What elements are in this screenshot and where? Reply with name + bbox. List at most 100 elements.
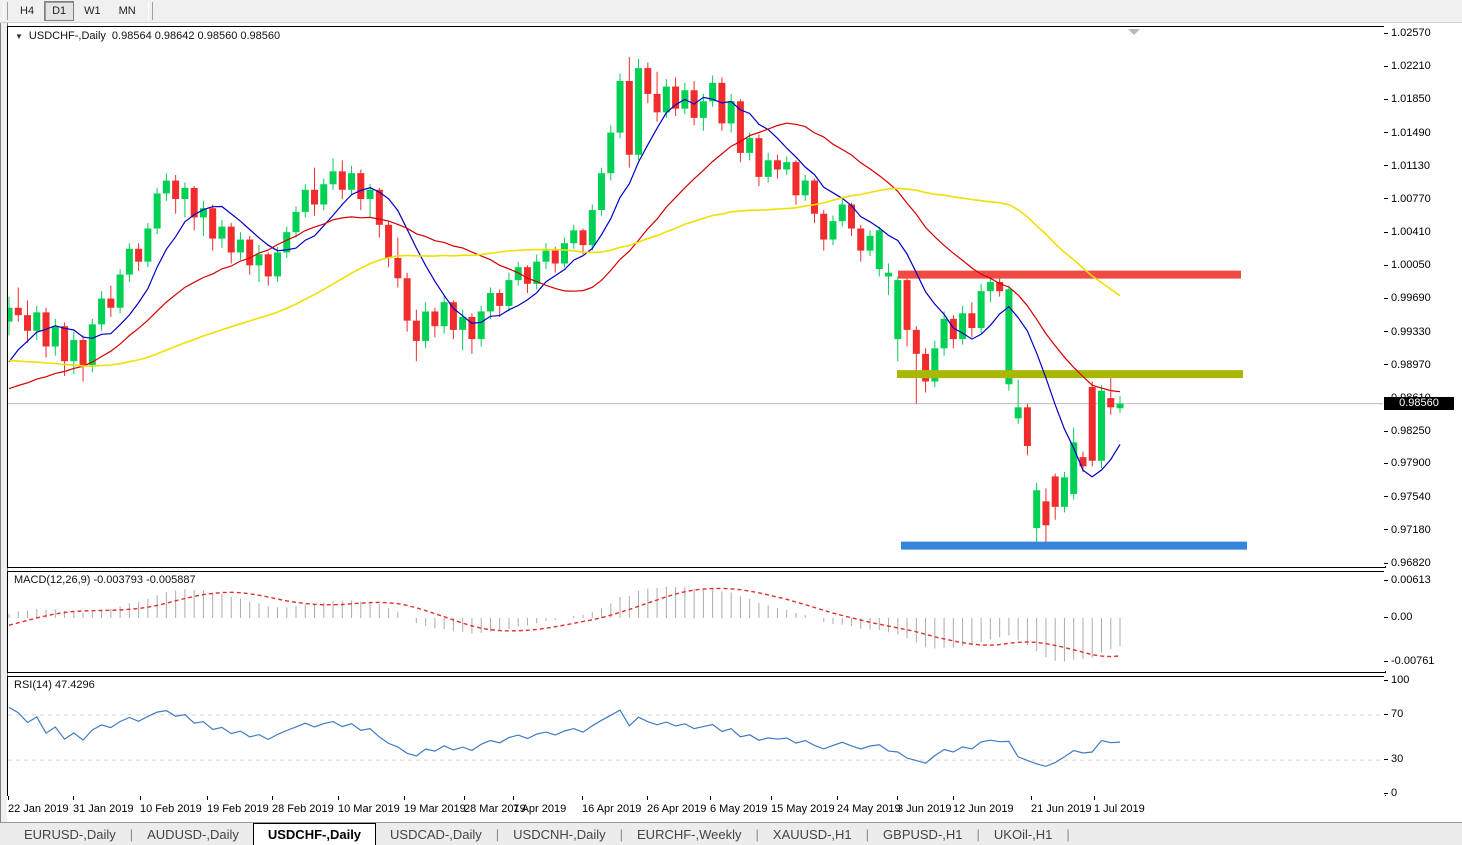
- price-axis[interactable]: 1.02570 1.02210 1.01850 1.01490 1.01130 1.007…: [1384, 26, 1462, 569]
- timeframe-button-d1[interactable]: D1: [44, 1, 75, 21]
- date-tick-label: 21 Jun 2019: [1031, 803, 1092, 815]
- date-tick-mark: [953, 796, 954, 800]
- chart-tab-usdcad-daily[interactable]: USDCAD-,Daily: [390, 827, 482, 842]
- macd-panel[interactable]: MACD(12,26,9) -0.003793 -0.005887: [7, 571, 1386, 673]
- chart-tab-eurchf-weekly[interactable]: EURCHF-,Weekly: [637, 827, 742, 842]
- tab-separator: |: [976, 827, 980, 842]
- date-tick-label: 24 May 2019: [837, 803, 901, 815]
- chart-title: ▼ USDCHF-,Daily 0.98564 0.98642 0.98560 …: [15, 30, 280, 42]
- shift-marker-icon[interactable]: [1128, 29, 1140, 35]
- chart-tab-bar: EURUSD-,Daily | AUDUSD-,Daily USDCHF-,Daily…: [0, 822, 1462, 845]
- chart-tab-audusd-daily[interactable]: AUDUSD-,Daily: [147, 827, 239, 842]
- price-tick: 1.00770: [1384, 193, 1462, 205]
- date-tick-mark: [404, 796, 405, 800]
- macd-signal-line: [8, 587, 1121, 658]
- date-tick-label: 6 May 2019: [710, 803, 768, 815]
- price-tick: 1.01490: [1384, 127, 1462, 139]
- timeframe-button-h4[interactable]: H4: [20, 5, 35, 17]
- date-tick-mark: [464, 796, 465, 800]
- price-tick: 0.99690: [1384, 292, 1462, 304]
- price-tick: 1.02210: [1384, 60, 1462, 72]
- date-tick-label: 3 Jun 2019: [897, 803, 952, 815]
- rsi-line: [8, 706, 1121, 767]
- macd-tick: -0.00761: [1384, 655, 1462, 667]
- rsi-axis[interactable]: 100 70 30 0: [1384, 674, 1462, 799]
- price-chart-panel[interactable]: ▼ USDCHF-,Daily 0.98564 0.98642 0.98560 …: [7, 26, 1386, 568]
- date-tick-mark: [771, 796, 772, 800]
- rsi-label: RSI(14) 47.4296: [14, 679, 95, 691]
- price-tick: 0.98970: [1384, 359, 1462, 371]
- timeframe-button-mn[interactable]: MN: [118, 5, 136, 17]
- date-tick-label: 16 Apr 2019: [582, 803, 642, 815]
- chart-tab-usdcnh-daily[interactable]: USDCNH-,Daily: [513, 827, 606, 842]
- macd-axis[interactable]: 0.00613 0.00 -0.00761: [1384, 571, 1462, 671]
- chart-ohlc-values: 0.98564 0.98642 0.98560 0.98560: [111, 30, 281, 42]
- macd-label: MACD(12,26,9) -0.003793 -0.005887: [14, 574, 196, 586]
- tab-separator: |: [495, 827, 500, 842]
- date-tick-mark: [272, 796, 273, 800]
- candles: [8, 57, 1124, 549]
- macd-histogram: [8, 586, 1121, 662]
- rsi-tick: 100: [1384, 674, 1462, 686]
- candlestick-chart[interactable]: [8, 27, 1383, 565]
- date-tick-label: 19 Mar 2019: [404, 803, 466, 815]
- moving-average-fast: [8, 96, 1121, 478]
- macd-plot: [8, 586, 1121, 662]
- date-tick-label: 28 Feb 2019: [272, 803, 334, 815]
- chart-tab-usdchf-daily[interactable]: USDCHF-,Daily: [252, 823, 377, 845]
- moving-average-mid: [8, 122, 1121, 393]
- date-tick-label: 12 Jun 2019: [953, 803, 1014, 815]
- date-tick-mark: [582, 796, 583, 800]
- rsi-panel[interactable]: RSI(14) 47.4296: [7, 676, 1386, 797]
- chart-symbol-label: USDCHF-,Daily: [28, 30, 106, 42]
- date-tick-mark: [1031, 796, 1032, 800]
- chart-tab-ukoil-h1[interactable]: UKOil-,H1: [993, 827, 1053, 842]
- date-tick-label: 15 May 2019: [771, 803, 835, 815]
- tab-separator: |: [755, 827, 759, 842]
- date-tick-label: 22 Jan 2019: [8, 803, 69, 815]
- date-tick-mark: [647, 796, 648, 800]
- rsi-plot: [8, 706, 1383, 767]
- date-tick-label: 28 Mar 2019: [464, 803, 526, 815]
- tab-separator: |: [1066, 827, 1070, 842]
- chart-tab-xauusd-h1[interactable]: XAUUSD-,H1: [772, 827, 852, 842]
- chart-collapse-icon[interactable]: ▼: [15, 31, 23, 41]
- price-tick: 1.01130: [1384, 160, 1462, 172]
- toolbar-separator: [147, 2, 153, 20]
- price-tick: 0.96820: [1384, 557, 1462, 569]
- rsi-tick: 0: [1384, 787, 1462, 799]
- price-tick: 0.98250: [1384, 425, 1462, 437]
- date-tick-mark: [338, 796, 339, 800]
- macd-tick: 0.00: [1384, 611, 1462, 623]
- toolbar-separator: [3, 2, 8, 20]
- price-tick: 1.01850: [1384, 93, 1462, 105]
- price-tick: 1.00410: [1384, 226, 1462, 238]
- date-tick-mark: [710, 796, 711, 800]
- date-tick-mark: [837, 796, 838, 800]
- date-tick-mark: [897, 796, 898, 800]
- date-tick-mark: [207, 796, 208, 800]
- chart-tab-eurusd-daily[interactable]: EURUSD-,Daily: [24, 827, 116, 842]
- date-tick-label: 31 Jan 2019: [73, 803, 134, 815]
- timeframe-toolbar: H4 D1 W1 MN: [0, 0, 1462, 23]
- tab-separator: |: [865, 827, 870, 842]
- rsi-tick: 70: [1384, 708, 1462, 720]
- date-tick-label: 1 Jul 2019: [1094, 803, 1145, 815]
- macd-tick: 0.00613: [1384, 574, 1462, 586]
- price-tick: 1.02570: [1384, 27, 1462, 39]
- timeframe-button-w1[interactable]: W1: [84, 5, 101, 17]
- date-tick-label: 26 Apr 2019: [647, 803, 707, 815]
- date-tick-mark: [140, 796, 141, 800]
- rsi-tick: 30: [1384, 753, 1462, 765]
- date-tick-mark: [1094, 796, 1095, 800]
- price-tick: 0.99330: [1384, 326, 1462, 338]
- date-tick-mark: [8, 796, 9, 800]
- current-price-marker: 0.98560: [1384, 396, 1454, 410]
- date-tick-label: 10 Feb 2019: [140, 803, 202, 815]
- chart-tab-gbpusd-h1[interactable]: GBPUSD-,H1: [883, 827, 963, 842]
- tab-separator: |: [129, 827, 134, 842]
- date-tick-mark: [73, 796, 74, 800]
- date-axis[interactable]: 22 Jan 2019 31 Jan 2019 10 Feb 2019 19 Feb …: [7, 796, 1462, 822]
- date-tick-label: 19 Feb 2019: [207, 803, 269, 815]
